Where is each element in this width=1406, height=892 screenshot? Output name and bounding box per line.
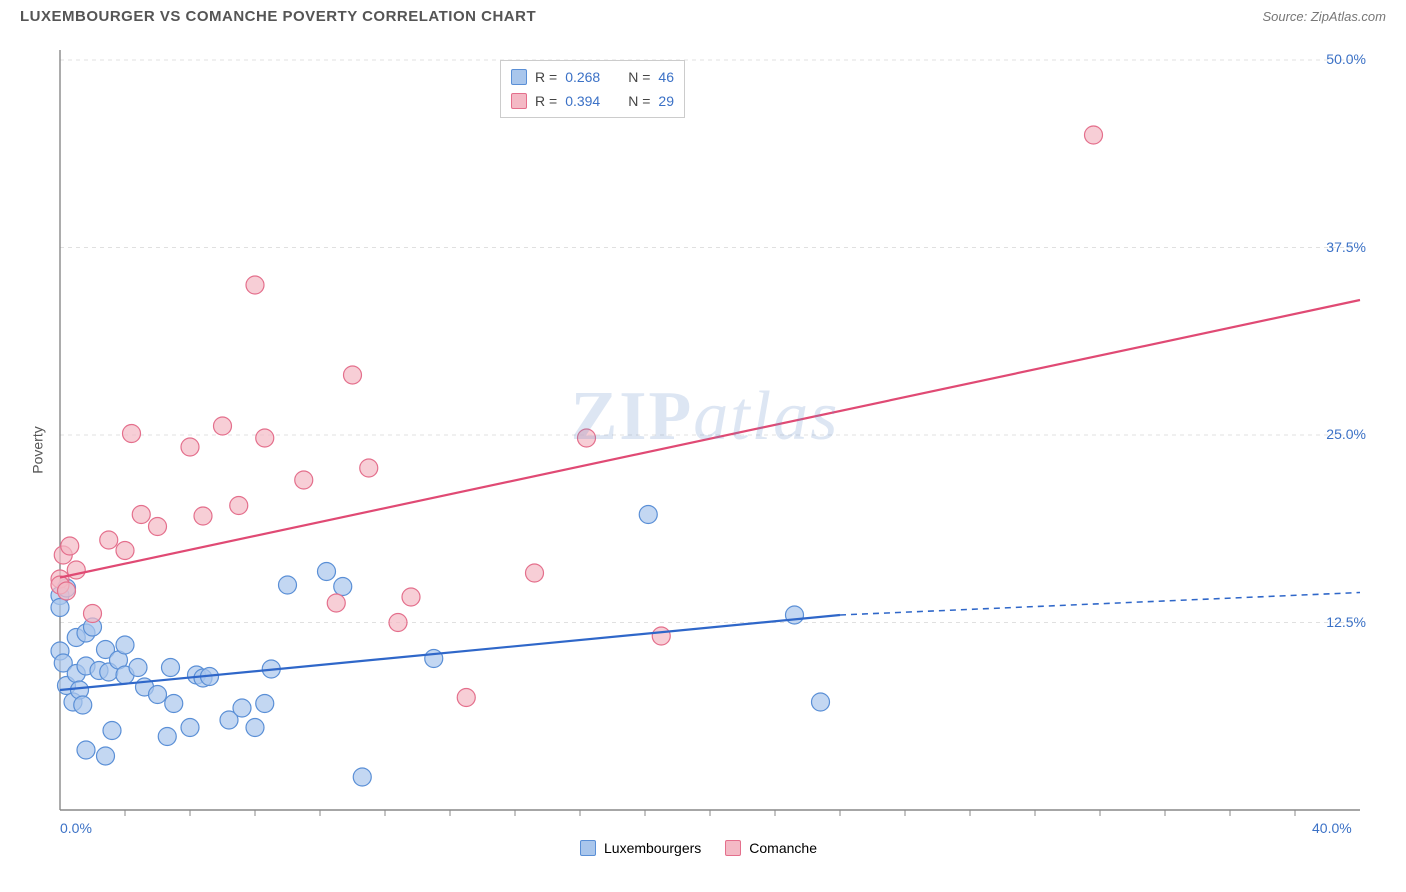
y-tick-label: 25.0%	[1310, 426, 1366, 442]
chart-title: LUXEMBOURGER VS COMANCHE POVERTY CORRELA…	[20, 8, 536, 25]
legend-stat-row: R = 0.268 N = 46	[511, 65, 674, 89]
x-tick-label: 40.0%	[1312, 820, 1352, 836]
legend-swatch	[725, 840, 741, 856]
legend-series: Luxembourgers Comanche	[580, 840, 817, 856]
legend-series-item: Luxembourgers	[580, 840, 701, 856]
legend-series-label: Luxembourgers	[604, 840, 701, 856]
legend-r-value: 0.394	[565, 93, 600, 109]
legend-r-label: R =	[535, 69, 557, 85]
y-tick-label: 12.5%	[1310, 614, 1366, 630]
y-tick-label: 50.0%	[1310, 51, 1366, 67]
legend-r-value: 0.268	[565, 69, 600, 85]
legend-stat-row: R = 0.394 N = 29	[511, 89, 674, 113]
y-axis-label: Poverty	[30, 426, 46, 473]
legend-swatch	[580, 840, 596, 856]
legend-n-label: N =	[628, 93, 650, 109]
legend-stats: R = 0.268 N = 46 R = 0.394 N = 29	[500, 60, 685, 118]
legend-n-value: 29	[658, 93, 674, 109]
legend-series-label: Comanche	[749, 840, 817, 856]
y-tick-label: 37.5%	[1310, 239, 1366, 255]
chart-source: Source: ZipAtlas.com	[1262, 9, 1386, 24]
legend-r-label: R =	[535, 93, 557, 109]
legend-swatch	[511, 93, 527, 109]
legend-swatch	[511, 69, 527, 85]
legend-n-label: N =	[628, 69, 650, 85]
legend-n-value: 46	[658, 69, 674, 85]
scatter-plot	[20, 40, 1390, 860]
chart-header: LUXEMBOURGER VS COMANCHE POVERTY CORRELA…	[0, 0, 1406, 29]
x-tick-label: 0.0%	[60, 820, 92, 836]
chart-area: Poverty ZIPatlas R =0.268N =46R =0.394N …	[20, 40, 1390, 860]
legend-series-item: Comanche	[725, 840, 817, 856]
